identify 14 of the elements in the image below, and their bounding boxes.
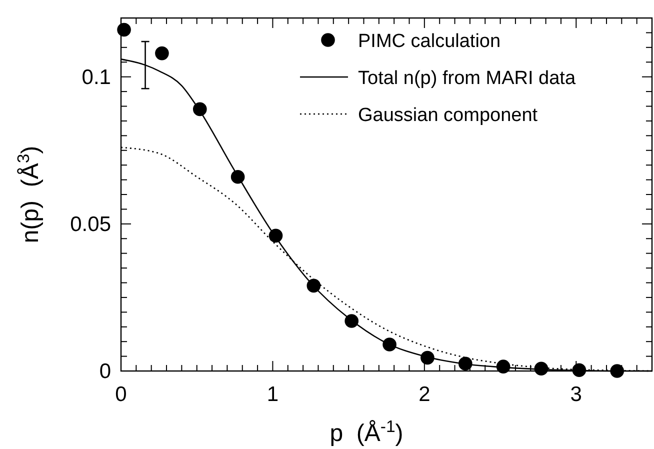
legend-label: Total n(p) from MARI data: [358, 68, 576, 89]
y-tick-label: 0.05: [70, 212, 111, 236]
y-tick-label: 0: [99, 360, 111, 383]
x-tick-label: 0: [115, 383, 127, 406]
point: [610, 364, 624, 378]
y-tick-label: 0.1: [82, 66, 111, 89]
legend-label: Gaussian component: [358, 105, 538, 126]
x-tick-label: 3: [570, 383, 582, 406]
x-axis-title: p (Å$^{-1}$): [330, 416, 404, 447]
point: [155, 46, 169, 60]
x-tick-label: 1: [266, 383, 279, 406]
x-tick-label: 2: [418, 383, 430, 406]
point: [117, 22, 131, 37]
legend-label: PIMC calculation: [358, 31, 501, 52]
